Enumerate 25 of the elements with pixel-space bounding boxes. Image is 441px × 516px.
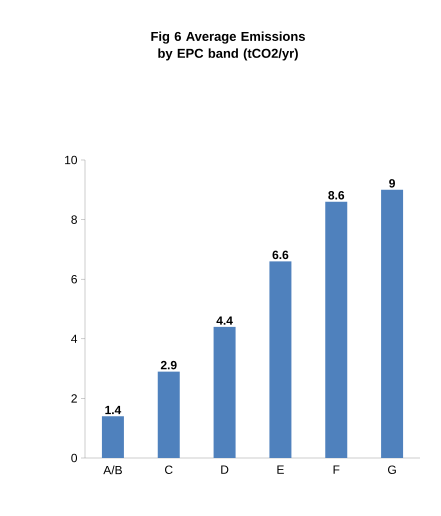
- data-label: 1.4: [105, 406, 122, 414]
- y-tick-label: 4: [71, 334, 78, 343]
- x-tick-label: G: [388, 466, 396, 474]
- y-tick-label: 6: [71, 274, 77, 284]
- bar: [381, 190, 404, 458]
- data-label: 4.4: [216, 316, 233, 325]
- y-tick-label: 0: [71, 454, 78, 462]
- bar: [214, 326, 236, 458]
- y-tick-label: 10: [65, 156, 78, 164]
- bar: [158, 372, 180, 458]
- x-tick-label: E: [277, 466, 284, 474]
- x-tick-label: C: [165, 466, 173, 474]
- data-label: 2.9: [160, 360, 177, 370]
- bar: [102, 416, 124, 458]
- data-label: 6.6: [272, 250, 288, 260]
- y-tick-label: 2: [71, 394, 77, 403]
- bar: [269, 261, 292, 458]
- x-tick-label: A/B: [103, 466, 122, 474]
- y-tick-label: 8: [71, 215, 77, 224]
- chart-title: Fig 6 Average Emissions by EPC band (tCO2/yr): [151, 31, 305, 60]
- x-tick-label: F: [334, 466, 340, 474]
- data-label: 9: [389, 179, 395, 188]
- bar: [325, 202, 348, 458]
- x-tick-label: D: [221, 466, 228, 474]
- data-label: 8.6: [328, 191, 344, 200]
